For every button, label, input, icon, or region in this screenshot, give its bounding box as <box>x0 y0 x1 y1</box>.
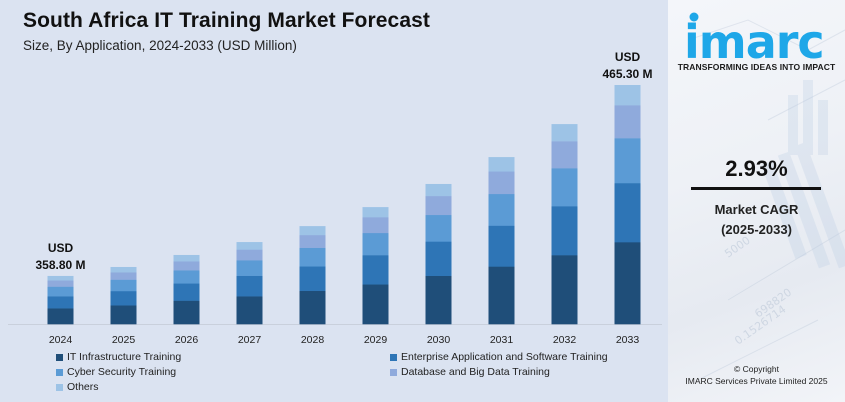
legend-label: Enterprise Application and Software Trai… <box>401 351 608 363</box>
x-tick-label: 2025 <box>112 334 136 346</box>
bar-segment-2029-1 <box>362 255 389 285</box>
x-tick-label: 2029 <box>364 334 388 346</box>
bar-segment-2029-2 <box>362 232 389 256</box>
bar-segment-2026-1 <box>173 283 200 301</box>
bar-segment-2027-0 <box>236 296 263 325</box>
background-chart-decoration: 0.1526714 5000 698820 <box>687 19 845 381</box>
x-tick-label: 2026 <box>175 334 199 346</box>
bar-segment-2028-4 <box>299 226 326 236</box>
x-tick-label: 2033 <box>616 334 640 346</box>
legend-label: Database and Big Data Training <box>401 366 550 378</box>
bar-segment-2028-0 <box>299 290 326 325</box>
legend-swatch <box>56 368 63 376</box>
bar-segment-2030-0 <box>425 275 452 325</box>
bar-segment-2033-3 <box>614 105 641 139</box>
bar-segment-2025-4 <box>110 266 137 273</box>
bar-segment-2032-2 <box>551 168 578 207</box>
bar-segment-2030-2 <box>425 214 452 242</box>
total-annotation-2024: USD <box>48 241 74 255</box>
cagr-period: (2025-2033) <box>721 222 792 237</box>
bar-segment-2029-3 <box>362 217 389 234</box>
legend-swatch <box>56 383 63 391</box>
bar-segment-2027-2 <box>236 260 263 276</box>
bar-segment-2026-2 <box>173 270 200 284</box>
copyright: © Copyright IMARC Services Private Limit… <box>668 363 845 387</box>
bar-segment-2025-1 <box>110 290 137 306</box>
legend-item: IT Infrastructure Training <box>56 351 181 363</box>
bar-segment-2026-3 <box>173 261 200 271</box>
bar-segment-2028-1 <box>299 266 326 292</box>
bar-segment-2024-4 <box>47 275 74 281</box>
bar-segment-2033-2 <box>614 138 641 184</box>
bar-segment-2032-4 <box>551 124 578 142</box>
legend-item: Cyber Security Training <box>56 366 176 378</box>
legend-swatch <box>390 353 397 361</box>
copyright-line-2: IMARC Services Private Limited 2025 <box>685 376 828 386</box>
cagr-value: 2.93% <box>725 156 788 181</box>
legend-swatch <box>56 353 63 361</box>
cagr-divider <box>691 187 821 190</box>
info-sidebar: 0.1526714 5000 698820 imarc TRANSFORMING… <box>668 0 845 402</box>
bar-segment-2024-1 <box>47 296 74 309</box>
bar-segment-2030-1 <box>425 241 452 276</box>
bar-segment-2026-0 <box>173 300 200 325</box>
legend-label: IT Infrastructure Training <box>67 351 182 363</box>
legend-label: Cyber Security Training <box>67 366 177 378</box>
bar-segment-2031-0 <box>488 266 515 325</box>
copyright-line-1: © Copyright <box>733 364 779 374</box>
x-tick-label: 2032 <box>553 334 577 346</box>
bar-segment-2026-4 <box>173 254 200 262</box>
x-tick-label: 2024 <box>49 334 73 346</box>
bar-segment-2029-0 <box>362 284 389 325</box>
imarc-logo: imarc <box>684 12 825 66</box>
bar-segment-2025-2 <box>110 279 137 292</box>
bar-segment-2027-1 <box>236 275 263 297</box>
bar-segment-2024-3 <box>47 280 74 287</box>
bar-segment-2024-0 <box>47 308 74 325</box>
total-annotation-2033: USD <box>615 50 641 64</box>
bar-segment-2032-3 <box>551 141 578 169</box>
stacked-bar-chart: 2024 USD 358.80 M 2025 2026 2027 2028 2029 2030 2… <box>8 50 662 346</box>
legend-swatch <box>390 368 397 376</box>
bar-segment-2031-2 <box>488 193 515 226</box>
x-tick-label: 2030 <box>427 334 451 346</box>
x-tick-label: 2028 <box>301 334 325 346</box>
bar-segment-2028-3 <box>299 234 326 248</box>
chart-panel: South Africa IT Training Market Forecast… <box>8 9 662 393</box>
bar-segment-2032-0 <box>551 255 578 325</box>
bar-segment-2027-4 <box>236 242 263 250</box>
bar-segment-2028-2 <box>299 247 326 267</box>
bar-segment-2025-3 <box>110 272 137 280</box>
bar-segment-2030-4 <box>425 183 452 197</box>
legend-item: Enterprise Application and Software Trai… <box>390 351 608 363</box>
chart-title: South Africa IT Training Market Forecast <box>23 9 430 32</box>
bar-segment-2030-3 <box>425 195 452 216</box>
bar-segment-2025-0 <box>110 305 137 325</box>
x-tick-label: 2031 <box>490 334 514 346</box>
brand-tagline: TRANSFORMING IDEAS INTO IMPACT <box>677 62 836 72</box>
bar-segment-2033-4 <box>614 85 641 106</box>
legend-item: Database and Big Data Training <box>390 366 550 378</box>
bar-segment-2031-3 <box>488 171 515 195</box>
legend-label: Others <box>67 381 99 393</box>
bar-segment-2029-4 <box>362 207 389 218</box>
bar-segment-2031-1 <box>488 225 515 267</box>
x-tick-label: 2027 <box>238 334 262 346</box>
legend-item: Others <box>56 381 99 393</box>
chart-subtitle: Size, By Application, 2024-2033 (USD Mil… <box>23 38 297 53</box>
total-annotation-2024: 358.80 M <box>35 258 85 272</box>
total-annotation-2033: 465.30 M <box>602 67 652 81</box>
bar-segment-2033-0 <box>614 242 641 325</box>
bar-segment-2027-3 <box>236 249 263 261</box>
bar-segment-2024-2 <box>47 286 74 297</box>
bar-segment-2031-4 <box>488 157 515 172</box>
bar-segment-2033-1 <box>614 182 641 243</box>
bar-segment-2032-1 <box>551 206 578 256</box>
cagr-label: Market CAGR (2025-2033) <box>668 200 845 240</box>
cagr-label-text: Market CAGR <box>714 202 799 217</box>
brand-wordmark: imarc <box>684 15 824 66</box>
